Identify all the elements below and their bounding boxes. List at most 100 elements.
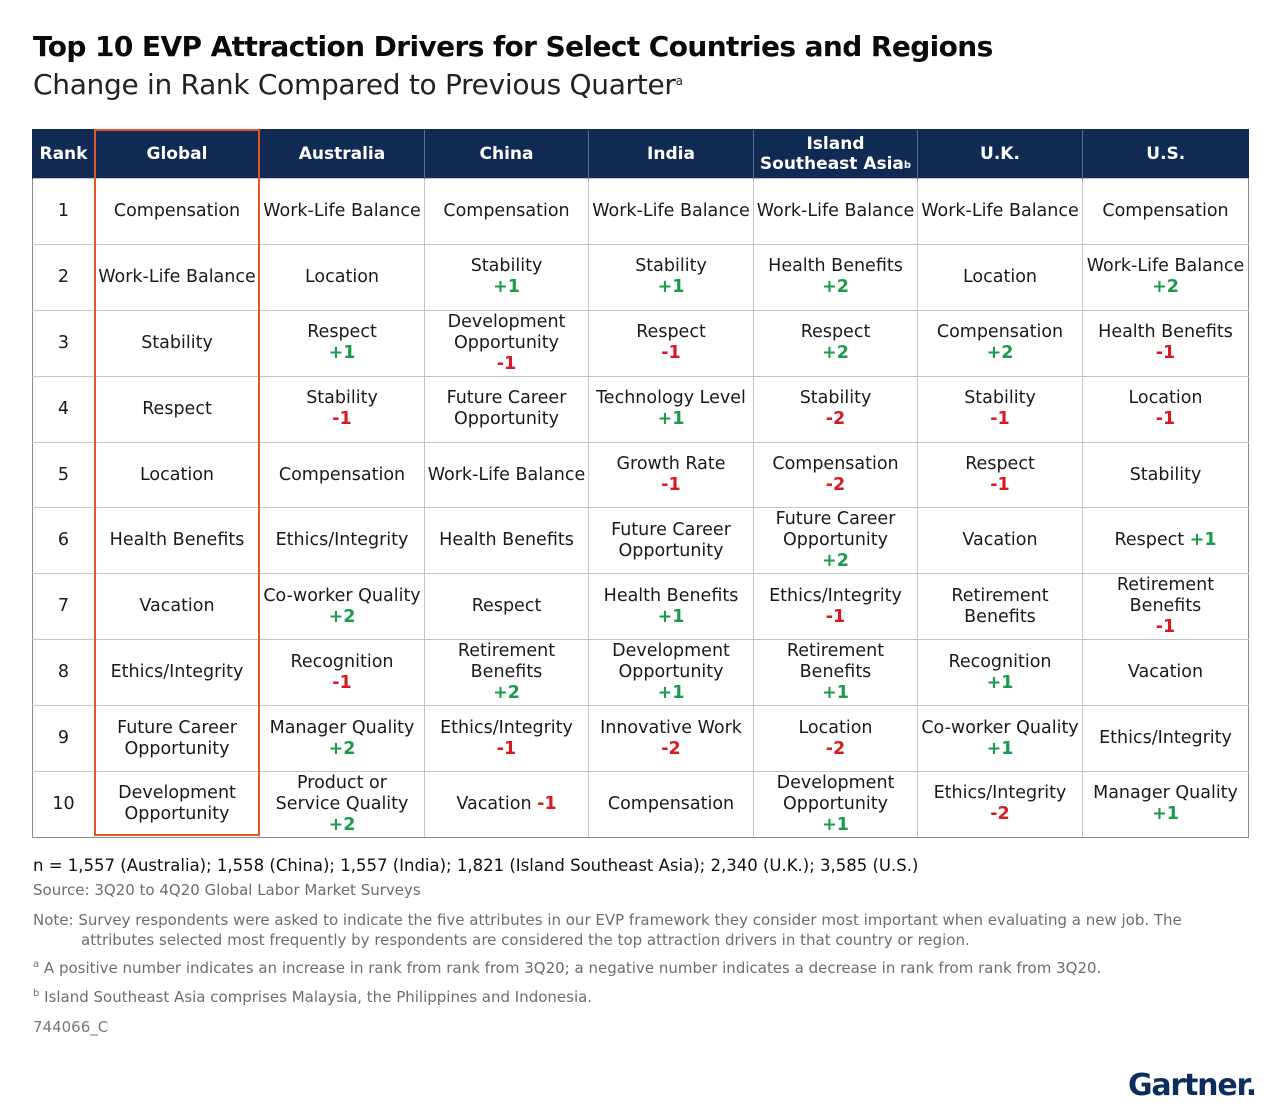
rank-cell: 4 [32,375,95,443]
rank-cell: 5 [32,441,95,509]
header-isa-line2: Southeast Asia [759,154,904,174]
driver-label: Future Career Opportunity [775,509,896,551]
us-cell: Stability [1082,441,1249,509]
driver-label: Compensation [278,464,406,485]
rank-change-badge: -1 [332,409,352,430]
rank-change-badge: +2 [328,814,356,835]
rank-change-badge: -1 [825,606,846,627]
driver-label: Respect [965,454,1035,474]
india-cell: Health Benefits +1 [588,573,754,641]
rank-cell: 7 [32,573,95,641]
driver-label: Location [798,717,873,738]
uk-cell: Vacation [917,507,1083,575]
driver-label: Respect [307,322,377,343]
uk-cell: Recognition +1 [917,639,1083,707]
driver-label: Co-worker Quality [921,717,1079,738]
driver-label: Stability [470,256,543,277]
rank-change-badge: +1 [493,277,520,298]
china-cell: Development Opportunity -1 [424,309,589,377]
global-cell: Respect [94,375,260,443]
uk-cell: Retirement Benefits [917,573,1083,641]
driver-label: Health Benefits [603,585,739,606]
table-row: 6 Health Benefits Ethics/Integrity Health B… [32,507,1249,575]
uk-cell: Compensation +2 [917,309,1083,377]
driver-label: Work-Life Balance [427,464,586,485]
header-us: U.S. [1082,129,1249,179]
driver-label: Work-Life Balance [1086,256,1245,277]
driver-label: Manager Quality [269,717,415,738]
table-body: 1 Compensation Work-Life Balance Compensati… [32,178,1249,838]
island-southeast-asia-cell: Location -2 [753,705,918,773]
page-title: Top 10 EVP Attraction Drivers for Select… [33,30,993,63]
note-paragraph: Note: Survey respondents were asked to i… [33,911,1182,949]
table-row: 7 Vacation Co-worker Quality +2 Respect Healt… [32,573,1249,641]
india-cell: Development Opportunity +1 [588,639,754,707]
rank-change-badge: +2 [493,683,520,704]
island-southeast-asia-cell: Respect +2 [753,309,918,377]
driver-label: Stability [1129,464,1202,485]
driver-label: Location [1128,388,1203,409]
driver-label: Vacation [456,793,532,814]
rank-change-badge: -1 [1155,617,1176,638]
driver-label: Stability [306,388,378,409]
table-row: 5 Location Compensation Work-Life Balance Gr… [32,441,1249,509]
driver-label: Health Benefits [1098,322,1233,343]
driver-label: Compensation [443,200,570,221]
driver-label: Work-Life Balance [921,200,1079,221]
driver-label: Stability [635,256,707,277]
header-global: Global [94,129,260,179]
india-cell: Respect -1 [588,309,754,377]
driver-label: Compensation [1102,200,1229,221]
rank-change-badge: +2 [822,551,849,572]
island-southeast-asia-cell: Retirement Benefits +1 [753,639,918,707]
header-australia: Australia [259,129,425,179]
global-cell: Location [94,441,260,509]
driver-label: Location [962,266,1038,287]
rank-cell: 6 [32,507,95,575]
china-cell: Respect [424,573,589,641]
driver-label: Ethics/Integrity [769,585,902,606]
driver-label: Respect [471,596,542,617]
us-cell: Respect +1 [1082,507,1249,575]
rank-change-badge: -1 [496,738,517,759]
rank-change-badge: -2 [825,409,846,430]
header-row: Rank Global Australia China India Island… [32,129,1249,179]
rank-cell: 8 [32,639,95,707]
global-cell: Compensation [94,178,260,245]
china-cell: Work-Life Balance [424,441,589,509]
island-southeast-asia-cell: Health Benefits +2 [753,243,918,311]
footnote-b-marker: b [33,988,40,999]
rank-change-badge: -2 [990,804,1010,825]
subtitle-text: Change in Rank Compared to Previous Quar… [33,68,676,101]
source-line: Source: 3Q20 to 4Q20 Global Labor Market… [33,881,421,899]
driver-label: Location [304,266,380,287]
table-row: 8 Ethics/Integrity Recognition -1 Retirement… [32,639,1249,707]
header-uk: U.K. [917,129,1083,179]
china-cell: Stability +1 [424,243,589,311]
rank-change-badge: -1 [1155,409,1176,430]
rank-change-badge: +1 [657,606,685,627]
rank-change-badge: +2 [1152,277,1179,298]
gartner-logo: Gartner. [1127,1068,1257,1103]
island-southeast-asia-cell: Work-Life Balance [753,178,918,245]
island-southeast-asia-cell: Ethics/Integrity -1 [753,573,918,641]
rank-change-badge: +2 [822,277,849,298]
rank-change-badge: -2 [825,475,846,495]
rank-change-badge: -2 [661,738,681,759]
rank-change-badge: +2 [986,343,1014,364]
india-cell: Compensation [588,771,754,838]
global-cell: Development Opportunity [94,771,260,838]
rank-change-badge: -1 [537,793,557,814]
global-cell: Work-Life Balance [94,243,260,311]
driver-label: Development Opportunity [447,311,566,353]
china-cell: Compensation [424,178,589,245]
driver-label: Development Opportunity [612,641,730,683]
footnote-a: a A positive number indicates an increas… [33,959,1101,977]
india-cell: Technology Level +1 [588,375,754,443]
rank-cell: 3 [32,309,95,377]
australia-cell: Compensation [259,441,425,509]
rank-change-badge: +1 [986,738,1014,759]
driver-label: Work-Life Balance [263,200,421,221]
driver-label: Work-Life Balance [592,200,750,221]
page-subtitle: Change in Rank Compared to Previous Quar… [33,68,683,101]
